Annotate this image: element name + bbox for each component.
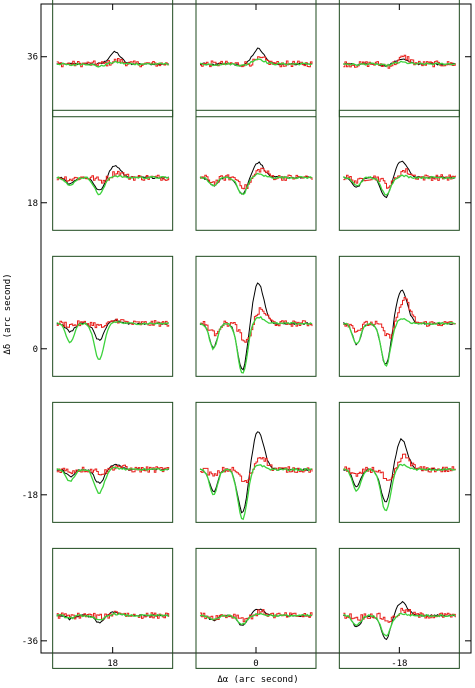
y-tick-label: 18	[27, 199, 38, 209]
spectrum-panel	[195, 401, 317, 523]
spectrum-line-green	[56, 60, 169, 68]
panel-frame	[52, 109, 174, 231]
spectrum-line-red	[56, 610, 170, 621]
spectrum-panels	[52, 0, 460, 669]
spectrum-line-red	[343, 607, 456, 623]
panel-frame	[338, 109, 460, 231]
spectrum-panel	[338, 255, 460, 377]
panel-frame	[338, 255, 460, 377]
panel-frame	[195, 401, 317, 523]
spectrum-line-black	[199, 608, 313, 626]
spectrum-line-green	[199, 464, 313, 521]
x-tick-label: -18	[391, 659, 407, 669]
panel-frame	[338, 401, 460, 523]
spectrum-line-green	[343, 317, 456, 367]
spectrum-panel	[195, 0, 317, 118]
spectrum-line-red	[56, 464, 170, 476]
axis-tick-labels: 18 0 -18 36 18 0 -18 -36	[22, 4, 471, 669]
spectrum-line-red	[343, 453, 456, 481]
y-tick-label: -18	[22, 491, 38, 501]
panel-frame	[52, 255, 174, 377]
panel-frame	[195, 0, 317, 118]
spectrum-line-red	[200, 307, 313, 343]
x-axis-label: Δα (arc second)	[217, 675, 298, 685]
spectrum-line-red	[56, 318, 170, 329]
spectrum-line-green	[343, 60, 456, 68]
spectrum-panel	[338, 547, 460, 669]
spectrum-line-black	[343, 160, 456, 199]
spectrum-line-black	[343, 289, 456, 365]
spectrum-panel	[338, 109, 460, 231]
spectrum-panel	[52, 109, 174, 231]
x-tick-label: 0	[253, 659, 258, 669]
y-tick-label: -36	[22, 637, 38, 647]
x-tick-label: 18	[107, 659, 118, 669]
spectrum-line-green	[56, 321, 170, 361]
spectrum-panel	[338, 0, 460, 118]
panel-frame	[195, 109, 317, 231]
spectrum-line-green	[199, 172, 313, 196]
panel-frame	[52, 0, 174, 118]
y-axis-label: Δδ (arc second)	[3, 273, 13, 354]
spectrum-line-green	[199, 315, 313, 374]
spectrum-line-red	[343, 297, 456, 339]
spectrum-line-green	[343, 612, 456, 637]
panel-frame	[195, 547, 317, 669]
spectrum-panel	[52, 401, 174, 523]
panel-frame	[52, 547, 174, 669]
spectrum-line-red	[343, 54, 456, 69]
spectrum-panel	[195, 255, 317, 377]
panel-frame	[338, 0, 460, 118]
spectrum-panel	[195, 547, 317, 669]
spectrum-line-red	[200, 609, 313, 623]
y-tick-label: 0	[33, 345, 38, 355]
spectrum-line-red	[343, 168, 456, 189]
spectrum-line-green	[199, 612, 313, 626]
spectrum-line-green	[56, 612, 170, 621]
spectrum-panel	[52, 547, 174, 669]
spectrum-line-green	[343, 463, 456, 512]
panel-frame	[338, 547, 460, 669]
spectrum-line-black	[199, 282, 313, 371]
spectrum-panel	[338, 401, 460, 523]
spectrum-line-green	[56, 175, 170, 196]
y-tick-label: 36	[27, 53, 38, 63]
spectrum-panel	[195, 109, 317, 231]
spectrum-panel	[52, 255, 174, 377]
spectrum-line-green	[199, 58, 313, 67]
panel-frame	[195, 255, 317, 377]
spectrum-panel	[52, 0, 174, 118]
spectrum-line-green	[56, 466, 170, 494]
spectrum-line-green	[342, 174, 456, 196]
panel-frame	[52, 401, 174, 523]
